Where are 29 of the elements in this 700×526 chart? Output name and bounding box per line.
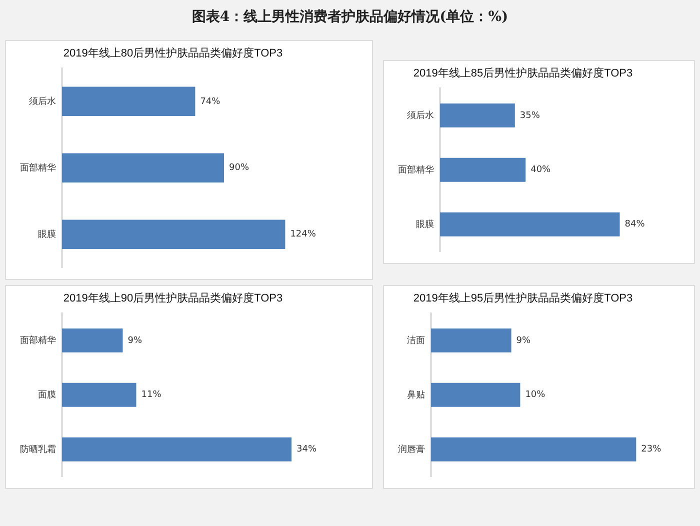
- text: 图表4：线上男性消费者护肤品偏好情况(单位：%): [190, 8, 510, 26]
- y-tick-label: 鼻贴: [407, 389, 425, 400]
- data-label: 84%: [624, 220, 646, 230]
- data-label: 23%: [641, 444, 662, 455]
- data-label: 10%: [525, 390, 546, 400]
- data-label: 9%: [516, 336, 532, 346]
- y-tick-label: 须后水: [407, 110, 434, 120]
- y-tick-label: 面膜: [38, 389, 56, 400]
- data-label: 124%: [290, 230, 316, 240]
- y-tick-label: 面部精华: [20, 162, 56, 172]
- chart-title: 2019年线上85后男性护肤品品类偏好度TOP3: [413, 66, 633, 80]
- chart-subtitle: 2019年线上80后男性护肤品品类偏好度TOP3: [63, 46, 283, 60]
- y-tick-label: 面部精华: [398, 164, 434, 174]
- data-label: 11%: [141, 390, 162, 400]
- data-label: 40%: [530, 165, 552, 176]
- y-tick-label: 眼膜: [38, 228, 56, 239]
- data-label: 34%: [296, 444, 317, 455]
- data-label: 35%: [520, 110, 540, 121]
- y-tick-label: 洁面: [407, 334, 425, 345]
- data-label: 9%: [128, 336, 142, 346]
- chart-title: 2019年线上95后男性护肤品品类偏好度TOP3: [413, 292, 633, 305]
- y-tick-label: 须后水: [29, 96, 56, 106]
- y-tick-label: 面部精华: [20, 334, 56, 345]
- data-label: 90%: [229, 163, 250, 174]
- y-tick-label: 润唇膏: [398, 444, 425, 454]
- y-tick-label: 防晒乳霜: [20, 444, 56, 454]
- data-label: 74%: [200, 96, 221, 107]
- y-tick-label: 眼膜: [416, 218, 434, 229]
- chart-title: 2019年线上90后男性护肤品品类偏好度TOP3: [63, 292, 283, 305]
